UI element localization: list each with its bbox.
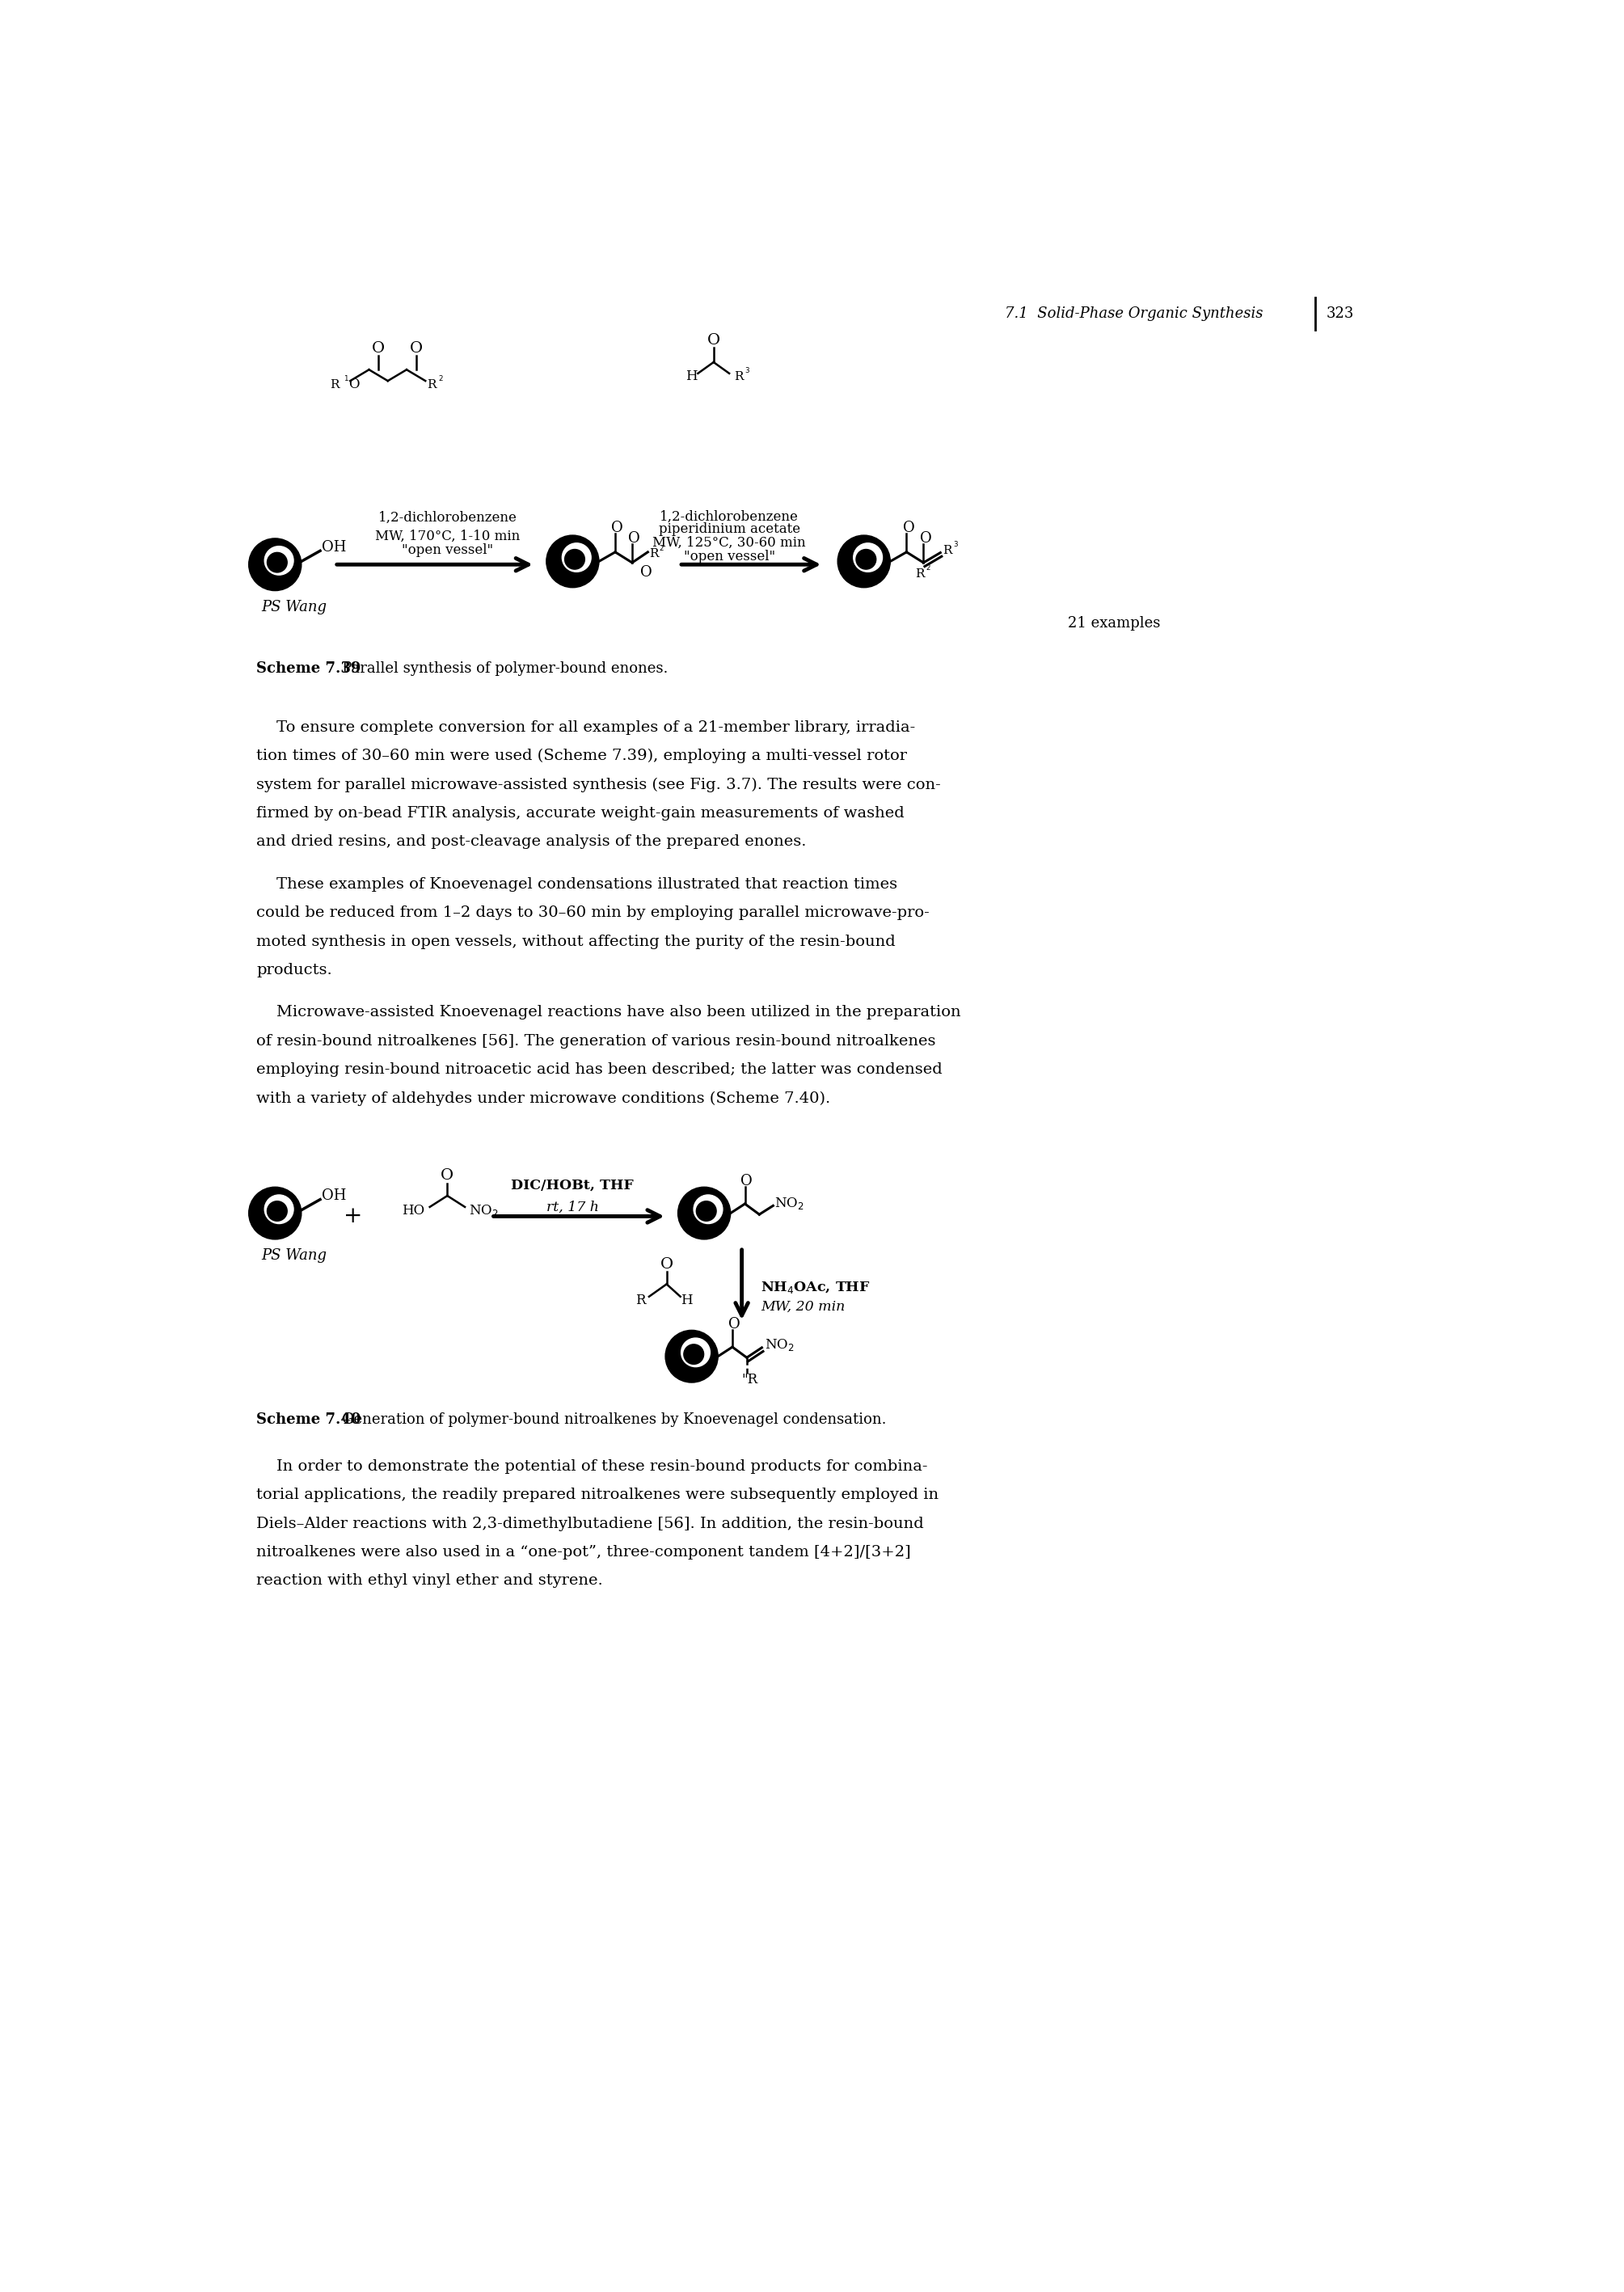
Text: MW, 20 min: MW, 20 min [760,1300,844,1313]
Text: R: R [635,1293,645,1306]
Text: These examples of Knoevenagel condensations illustrated that reaction times: These examples of Knoevenagel condensati… [257,878,898,892]
Circle shape [684,1345,703,1364]
Text: O: O [728,1316,741,1332]
Text: To ensure complete conversion for all examples of a 21-member library, irradia-: To ensure complete conversion for all ex… [257,720,916,736]
Text: moted synthesis in open vessels, without affecting the purity of the resin-bound: moted synthesis in open vessels, without… [257,935,895,949]
Text: Microwave-assisted Knoevenagel reactions have also been utilized in the preparat: Microwave-assisted Knoevenagel reactions… [257,1006,961,1020]
Text: O: O [409,342,422,355]
Text: $^2$: $^2$ [438,376,443,385]
Text: firmed by on-bead FTIR analysis, accurate weight-gain measurements of washed: firmed by on-bead FTIR analysis, accurat… [257,807,905,821]
Circle shape [680,1339,710,1366]
Text: PS Wang: PS Wang [261,601,326,614]
Text: Scheme 7.39: Scheme 7.39 [257,660,361,676]
Text: could be reduced from 1–2 days to 30–60 min by employing parallel microwave-pro-: could be reduced from 1–2 days to 30–60 … [257,905,929,919]
Circle shape [268,1201,287,1222]
Circle shape [265,1194,294,1224]
Text: NO$_2$: NO$_2$ [765,1339,794,1352]
Text: PS Wang: PS Wang [261,1249,326,1263]
Text: Parallel synthesis of polymer-bound enones.: Parallel synthesis of polymer-bound enon… [328,660,667,676]
Text: NH$_4$OAc, THF: NH$_4$OAc, THF [760,1281,870,1295]
Text: R: R [916,568,924,580]
Text: $^2$: $^2$ [659,545,664,555]
Text: system for parallel microwave-assisted synthesis (see Fig. 3.7). The results wer: system for parallel microwave-assisted s… [257,777,940,793]
Circle shape [268,552,287,573]
Circle shape [693,1194,723,1224]
Text: R: R [330,378,339,390]
Text: NO$_2$: NO$_2$ [775,1196,804,1210]
Text: torial applications, the readily prepared nitroalkenes were subsequently employe: torial applications, the readily prepare… [257,1488,939,1501]
Circle shape [265,545,294,575]
Text: $^3$: $^3$ [953,541,958,552]
Circle shape [565,550,585,568]
Text: R: R [734,371,744,383]
Text: $^2$: $^2$ [926,564,931,575]
Text: HO: HO [401,1203,424,1217]
Text: O: O [612,520,624,534]
Circle shape [856,550,875,568]
Text: NO$_2$: NO$_2$ [469,1203,499,1219]
Text: O: O [903,520,914,534]
Text: MW, 125°C, 30-60 min: MW, 125°C, 30-60 min [653,536,806,550]
Text: employing resin-bound nitroacetic acid has been described; the latter was conden: employing resin-bound nitroacetic acid h… [257,1063,942,1077]
Text: MW, 170°C, 1-10 min: MW, 170°C, 1-10 min [375,529,520,543]
Text: 21 examples: 21 examples [1067,617,1160,630]
Text: H: H [680,1293,692,1306]
Text: O: O [706,332,719,348]
Text: O: O [348,378,359,392]
Circle shape [697,1201,716,1222]
Circle shape [666,1329,718,1382]
Text: R: R [944,545,952,557]
Text: tion times of 30–60 min were used (Scheme 7.39), employing a multi-vessel rotor: tion times of 30–60 min were used (Schem… [257,749,906,763]
Text: and dried resins, and post-cleavage analysis of the prepared enones.: and dried resins, and post-cleavage anal… [257,834,807,850]
Text: nitroalkenes were also used in a “one-pot”, three-component tandem [4+2]/[3+2]: nitroalkenes were also used in a “one-po… [257,1545,911,1559]
Text: R: R [650,548,658,559]
Text: OH: OH [322,541,346,555]
Text: O: O [372,342,385,355]
Text: +: + [344,1206,362,1226]
Text: O: O [659,1256,672,1272]
Text: 323: 323 [1327,307,1354,321]
Text: DIC/HOBt, THF: DIC/HOBt, THF [512,1178,633,1192]
Text: In order to demonstrate the potential of these resin-bound products for combina-: In order to demonstrate the potential of… [257,1460,927,1474]
Text: OH: OH [322,1190,346,1203]
Text: with a variety of aldehydes under microwave conditions (Scheme 7.40).: with a variety of aldehydes under microw… [257,1091,830,1107]
Text: O: O [628,532,640,545]
Text: "open vessel": "open vessel" [684,550,775,564]
Text: Generation of polymer-bound nitroalkenes by Knoevenagel condensation.: Generation of polymer-bound nitroalkenes… [328,1412,887,1428]
Text: 1,2-dichlorobenzene: 1,2-dichlorobenzene [378,511,516,525]
Text: "R: "R [742,1373,758,1387]
Text: products.: products. [257,963,331,976]
Text: H: H [685,369,698,383]
Text: reaction with ethyl vinyl ether and styrene.: reaction with ethyl vinyl ether and styr… [257,1575,603,1588]
Text: O: O [440,1169,453,1183]
Text: O: O [919,532,932,545]
Circle shape [854,543,882,573]
Text: "open vessel": "open vessel" [401,543,494,557]
Text: $^1$: $^1$ [343,376,349,385]
Circle shape [838,536,890,587]
Text: $^3$: $^3$ [744,367,750,378]
Text: of resin-bound nitroalkenes [56]. The generation of various resin-bound nitroalk: of resin-bound nitroalkenes [56]. The ge… [257,1034,935,1047]
Text: 7.1  Solid-Phase Organic Synthesis: 7.1 Solid-Phase Organic Synthesis [1005,307,1263,321]
Circle shape [677,1187,731,1240]
Text: O: O [741,1174,752,1187]
Text: O: O [640,566,653,580]
Text: Scheme 7.40: Scheme 7.40 [257,1412,361,1428]
Text: 1,2-dichlorobenzene: 1,2-dichlorobenzene [659,509,799,523]
Text: rt, 17 h: rt, 17 h [546,1201,599,1215]
Text: R: R [427,378,437,390]
Circle shape [248,539,302,591]
Circle shape [248,1187,302,1240]
Circle shape [546,536,599,587]
Circle shape [562,543,591,573]
Text: piperidinium acetate: piperidinium acetate [658,523,801,536]
Text: Diels–Alder reactions with 2,3-dimethylbutadiene [56]. In addition, the resin-bo: Diels–Alder reactions with 2,3-dimethylb… [257,1517,924,1531]
